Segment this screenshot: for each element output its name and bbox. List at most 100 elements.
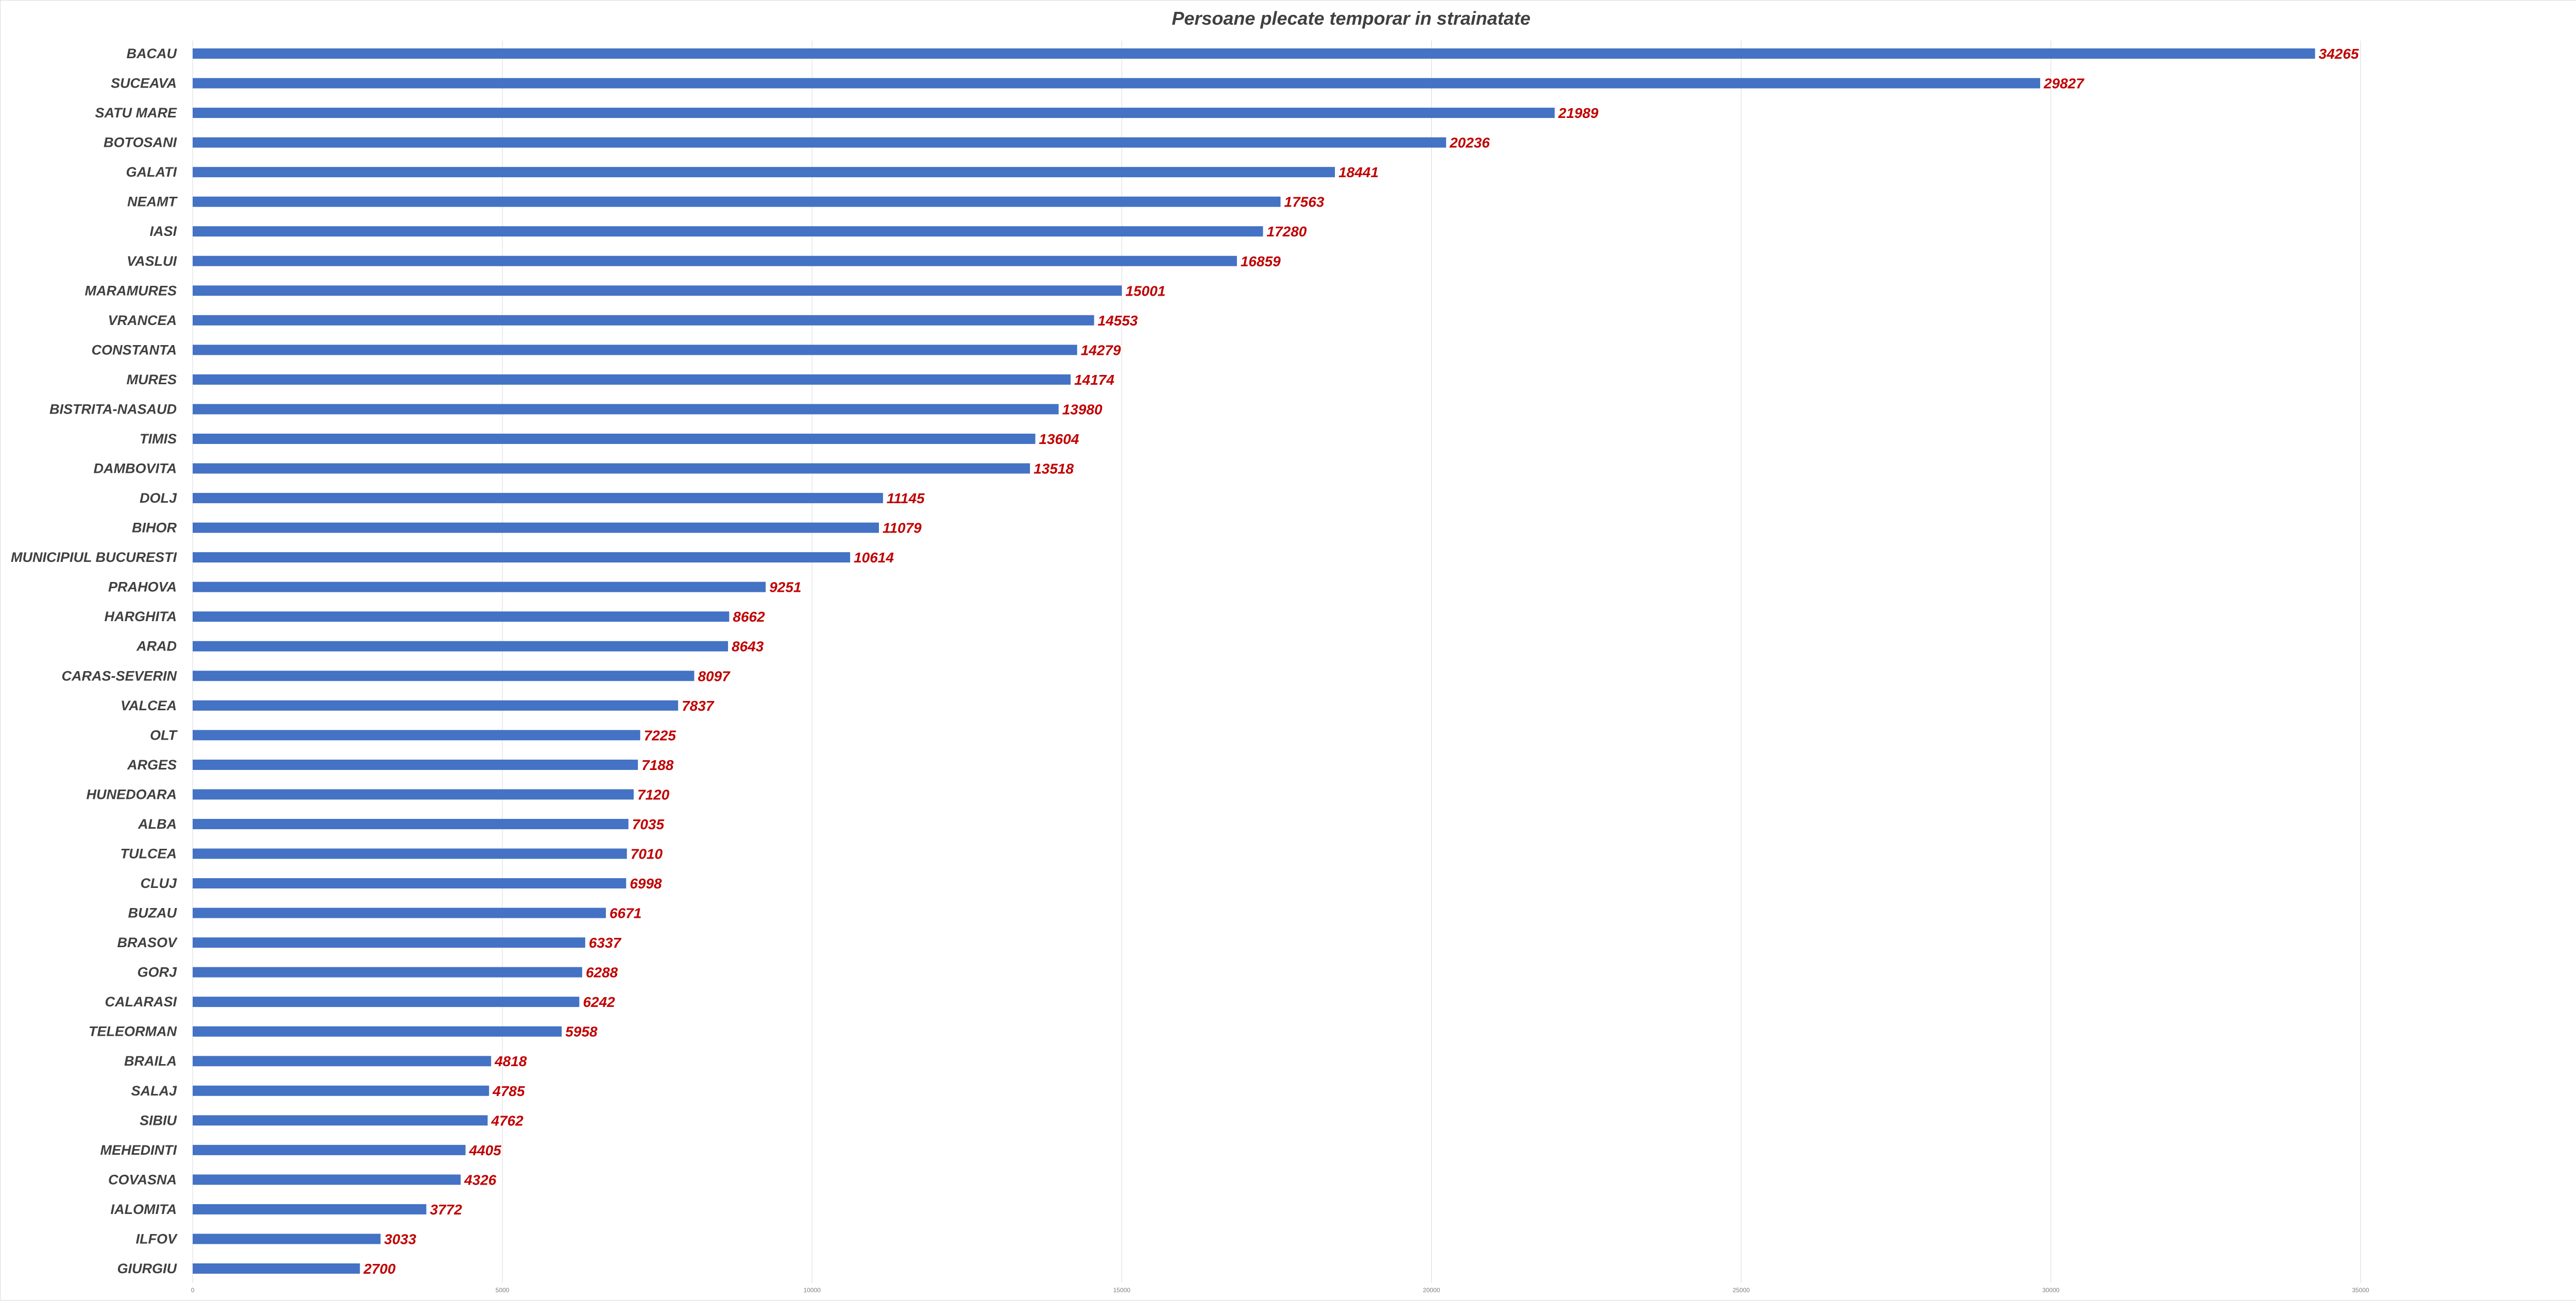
- category-label: VASLUI: [127, 253, 177, 269]
- bar: [193, 255, 1237, 266]
- data-label: 4785: [492, 1083, 525, 1099]
- category-label: IASI: [149, 224, 177, 239]
- data-label: 4818: [494, 1053, 527, 1069]
- data-label: 11145: [887, 490, 925, 506]
- bar: [193, 167, 1335, 178]
- bar: [193, 1115, 488, 1126]
- bar: [193, 522, 879, 533]
- x-tick-label: 25000: [1733, 1287, 1750, 1294]
- category-label: GORJ: [137, 965, 177, 980]
- x-tick-label: 35000: [2352, 1287, 2369, 1294]
- chart-title: Persoane plecate temporar in strainatate: [1172, 8, 1531, 29]
- data-label: 6242: [583, 994, 615, 1010]
- category-label: TELEORMAN: [89, 1024, 177, 1039]
- bar: [193, 908, 606, 918]
- data-label: 7010: [631, 846, 663, 862]
- data-label: 8662: [733, 609, 765, 625]
- bar: [193, 78, 2040, 89]
- bar: [193, 48, 2315, 59]
- bar: [193, 1085, 489, 1096]
- bar: [193, 137, 1446, 148]
- data-label: 34265: [2319, 46, 2359, 62]
- data-label: 16859: [1241, 253, 1281, 269]
- bar: [193, 1056, 492, 1067]
- data-label: 4405: [469, 1142, 502, 1158]
- bar: [193, 730, 640, 741]
- x-tick-label: 15000: [1113, 1287, 1131, 1294]
- data-label: 17280: [1266, 224, 1307, 239]
- data-label: 20236: [1449, 135, 1490, 151]
- data-label: 7188: [641, 757, 674, 773]
- data-label: 3772: [430, 1202, 462, 1218]
- data-label: 2700: [363, 1261, 396, 1277]
- data-label: 7837: [682, 698, 715, 714]
- bar: [193, 1026, 562, 1037]
- category-label: ARGES: [127, 757, 177, 773]
- data-label: 6288: [586, 965, 618, 981]
- category-label: DOLJ: [140, 490, 177, 506]
- data-label: 4326: [464, 1172, 497, 1188]
- category-label: DAMBOVITA: [94, 461, 177, 476]
- data-label: 3033: [384, 1231, 417, 1247]
- data-label: 29827: [2043, 76, 2084, 92]
- category-label: BRAILA: [124, 1053, 177, 1069]
- bar: [193, 581, 766, 592]
- bar: [193, 1263, 360, 1274]
- category-label: MUNICIPIUL BUCURESTI: [11, 550, 177, 565]
- bar: [193, 1234, 381, 1244]
- category-label: SIBIU: [140, 1112, 178, 1128]
- bar: [193, 463, 1030, 474]
- category-label: BOTOSANI: [104, 135, 177, 150]
- category-label: ILFOV: [136, 1231, 178, 1246]
- data-label: 7225: [644, 727, 676, 743]
- category-label: SALAJ: [131, 1083, 177, 1099]
- bar: [193, 1204, 427, 1214]
- data-label: 4762: [491, 1112, 524, 1128]
- category-label: BISTRITA-NASAUD: [49, 401, 177, 417]
- data-label: 17563: [1284, 194, 1325, 210]
- category-label: HARGHITA: [105, 609, 177, 624]
- category-label: TULCEA: [121, 846, 177, 861]
- data-label: 8643: [732, 639, 764, 655]
- bar: [193, 967, 582, 978]
- bar: [193, 404, 1059, 415]
- x-tick-label: 5000: [496, 1287, 510, 1294]
- bar: [193, 818, 629, 829]
- category-label: BRASOV: [117, 935, 178, 950]
- category-label: CALARASI: [105, 994, 177, 1009]
- data-label: 9251: [769, 579, 801, 595]
- bar: [193, 315, 1094, 326]
- data-label: 13604: [1039, 431, 1079, 447]
- data-label: 6671: [609, 905, 641, 921]
- bar: [193, 285, 1122, 296]
- bar: [193, 374, 1071, 385]
- category-label: BIHOR: [132, 520, 177, 536]
- category-label: ALBA: [138, 816, 177, 832]
- category-label: MARAMURES: [85, 283, 177, 298]
- category-label: GALATI: [126, 164, 177, 180]
- data-label: 6998: [630, 876, 662, 892]
- category-label: PRAHOVA: [108, 579, 177, 595]
- bar: [193, 493, 883, 504]
- bar: [193, 997, 580, 1007]
- category-label: GIURGIU: [117, 1261, 177, 1276]
- category-label: VRANCEA: [108, 313, 177, 328]
- category-label: SATU MARE: [95, 105, 177, 121]
- data-labels: 34265 29827 21989 20236 18441 17563 17280 16859…: [363, 46, 2359, 1277]
- data-label: 13980: [1062, 401, 1103, 417]
- x-axis-ticks: 0500010000150002000025000300003500040000: [191, 1287, 2369, 1294]
- bar: [193, 226, 1263, 237]
- category-label: CLUJ: [140, 876, 177, 891]
- bar: [193, 671, 694, 681]
- category-label: BACAU: [127, 46, 178, 61]
- data-label: 5958: [565, 1024, 598, 1040]
- category-label: MEHEDINTI: [100, 1142, 177, 1158]
- data-label: 15001: [1125, 283, 1165, 299]
- data-label: 13518: [1033, 461, 1074, 477]
- category-label: IALOMITA: [111, 1202, 177, 1217]
- bar: [193, 789, 634, 800]
- data-label: 11079: [883, 520, 922, 536]
- category-label: CONSTANTA: [92, 342, 177, 357]
- category-label: HUNEDOARA: [87, 786, 177, 802]
- category-label: NEAMT: [127, 194, 178, 210]
